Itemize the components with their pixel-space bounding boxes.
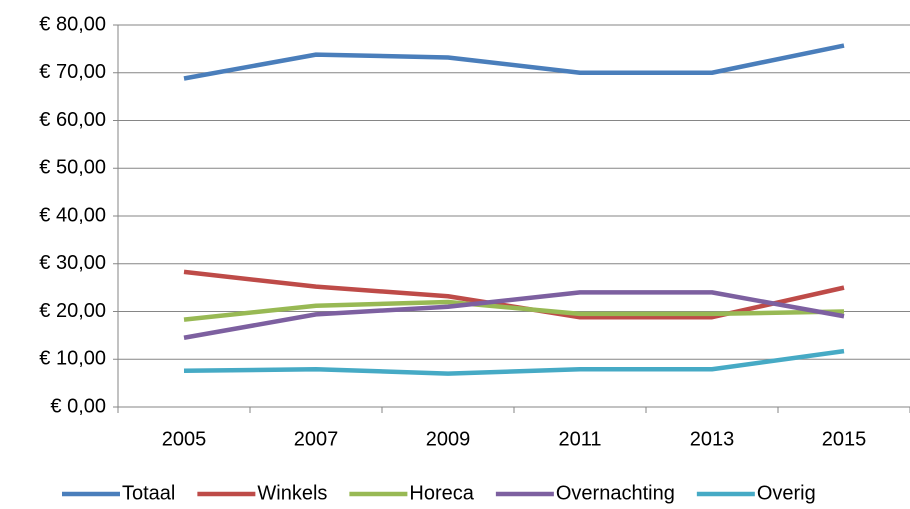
series-line [183, 43, 845, 81]
x-tick-label: 2007 [294, 428, 339, 450]
y-tick-label: € 50,00 [39, 157, 106, 179]
legend-label: Winkels [257, 482, 327, 504]
legend-label: Totaal [122, 482, 175, 504]
x-tick-label: 2005 [162, 428, 207, 450]
x-tick-label: 2015 [822, 428, 867, 450]
y-tick-label: € 80,00 [39, 13, 106, 35]
legend-label: Overnachting [556, 482, 675, 504]
series-line [183, 299, 845, 322]
y-tick-label: € 40,00 [39, 204, 106, 226]
y-tick-label: € 20,00 [39, 300, 106, 322]
series-line [183, 348, 845, 376]
x-tick-label: 2009 [426, 428, 471, 450]
x-tick-label: 2011 [558, 428, 601, 450]
x-tick-label: 2013 [690, 428, 735, 450]
series-line [183, 290, 845, 340]
y-tick-label: € 60,00 [39, 109, 106, 131]
y-tick-label: € 70,00 [39, 61, 106, 83]
legend-label: Overig [757, 482, 816, 504]
y-tick-label: € 30,00 [39, 252, 106, 274]
y-tick-label: € 10,00 [39, 348, 106, 370]
y-tick-label: € 0,00 [50, 395, 106, 417]
legend-label: Horeca [409, 482, 474, 504]
